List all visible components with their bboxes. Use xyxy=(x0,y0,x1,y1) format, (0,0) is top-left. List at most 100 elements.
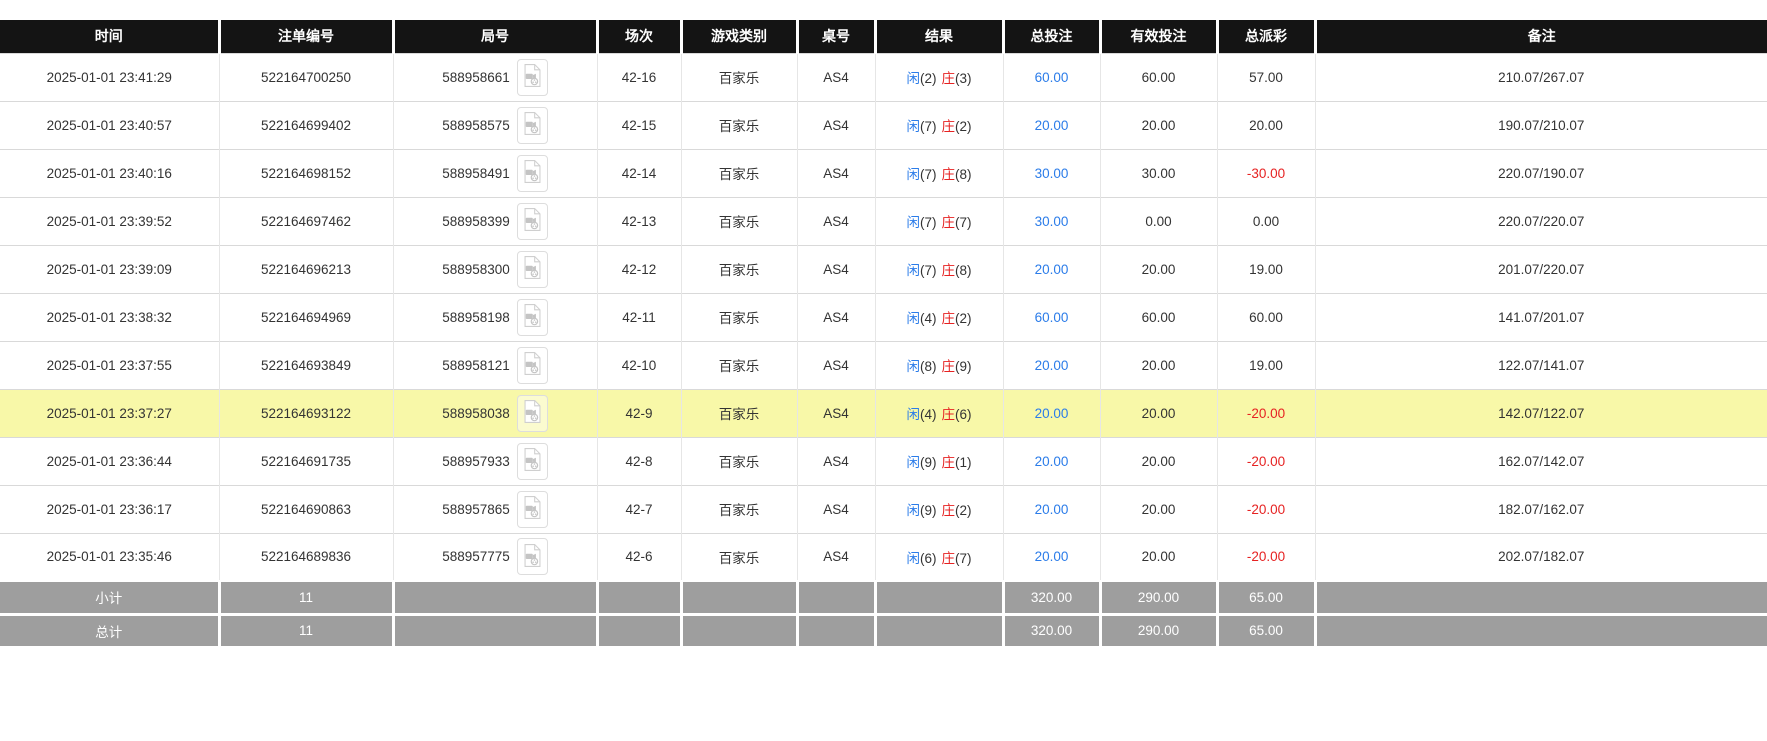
table-row[interactable]: 2025-01-01 23:36:17 522164690863 5889578… xyxy=(0,484,1767,533)
total-row: 总计 11 320.00 290.00 65.00 xyxy=(0,612,1767,649)
col-header-result: 结果 xyxy=(873,20,1003,53)
player-result-label: 闲 xyxy=(906,119,921,134)
table-row[interactable]: 2025-01-01 23:35:46 522164689836 5889577… xyxy=(0,532,1767,582)
remark-cell: 182.07/162.07 xyxy=(1314,484,1767,533)
banker-result-score: (1) xyxy=(955,455,972,470)
table-no-cell: AS4 xyxy=(796,292,875,341)
total-bet-cell: 20.00 xyxy=(1002,100,1100,149)
table-no-cell: AS4 xyxy=(796,436,875,485)
total-bet-cell: 60.00 xyxy=(1002,52,1100,101)
round-id-cell: 588958121 xyxy=(392,340,597,389)
player-result-label: 闲 xyxy=(906,263,921,278)
col-header-time: 时间 xyxy=(0,20,219,53)
bet-id-cell: 522164691735 xyxy=(218,436,393,485)
payout-cell: -20.00 xyxy=(1216,532,1315,582)
time-cell: 2025-01-01 23:37:55 xyxy=(0,340,219,389)
table-row[interactable]: 2025-01-01 23:41:29 522164700250 5889586… xyxy=(0,52,1767,101)
session-cell: 42-6 xyxy=(596,532,681,582)
valid-bet-cell: 20.00 xyxy=(1099,388,1217,437)
video-file-icon xyxy=(522,159,543,187)
table-row[interactable]: 2025-01-01 23:39:52 522164697462 5889583… xyxy=(0,196,1767,245)
col-header-remark: 备注 xyxy=(1313,20,1767,53)
table-row[interactable]: 2025-01-01 23:37:27 522164693122 5889580… xyxy=(0,388,1767,437)
video-replay-button[interactable] xyxy=(516,250,548,288)
result-cell: 闲(2) 庄(3) xyxy=(874,52,1003,101)
video-file-icon xyxy=(522,111,543,139)
banker-result-score: (8) xyxy=(955,167,972,182)
valid-bet-cell: 20.00 xyxy=(1099,100,1217,149)
player-result-label: 闲 xyxy=(906,359,921,374)
banker-result-score: (9) xyxy=(955,359,972,374)
total-bet-cell: 30.00 xyxy=(1002,148,1100,197)
total-count: 11 xyxy=(217,612,393,649)
table-header: 时间 注单编号 局号 场次 游戏类别 桌号 结果 总投注 有效投注 总派彩 备注 xyxy=(0,20,1767,53)
subtotal-count: 11 xyxy=(217,580,393,614)
time-cell: 2025-01-01 23:39:09 xyxy=(0,244,219,293)
bet-id-cell: 522164690863 xyxy=(218,484,393,533)
video-replay-button[interactable] xyxy=(516,106,548,144)
total-total-bet: 320.00 xyxy=(1001,612,1100,649)
time-cell: 2025-01-01 23:40:16 xyxy=(0,148,219,197)
bet-id-cell: 522164697462 xyxy=(218,196,393,245)
banker-result-label: 庄 xyxy=(941,455,956,470)
round-id-cell: 588958300 xyxy=(392,244,597,293)
session-cell: 42-12 xyxy=(596,244,681,293)
subtotal-row: 小计 11 320.00 290.00 65.00 xyxy=(0,580,1767,614)
video-file-icon xyxy=(522,207,543,235)
bet-id-cell: 522164693849 xyxy=(218,340,393,389)
payout-cell: 60.00 xyxy=(1216,292,1315,341)
bet-id-cell: 522164700250 xyxy=(218,52,393,101)
video-replay-button[interactable] xyxy=(516,298,548,336)
player-result-label: 闲 xyxy=(906,455,921,470)
payout-cell: 0.00 xyxy=(1216,196,1315,245)
video-replay-button[interactable] xyxy=(516,58,548,96)
subtotal-valid-bet: 290.00 xyxy=(1098,580,1217,614)
table-row[interactable]: 2025-01-01 23:38:32 522164694969 5889581… xyxy=(0,292,1767,341)
round-id-cell: 588957775 xyxy=(392,532,597,582)
player-result-label: 闲 xyxy=(906,167,921,182)
bet-id-cell: 522164689836 xyxy=(218,532,393,582)
game-type-cell: 百家乐 xyxy=(680,292,797,341)
table-no-cell: AS4 xyxy=(796,100,875,149)
player-result-label: 闲 xyxy=(906,407,921,422)
remark-cell: 162.07/142.07 xyxy=(1314,436,1767,485)
table-row[interactable]: 2025-01-01 23:37:55 522164693849 5889581… xyxy=(0,340,1767,389)
bet-records-table: 时间 注单编号 局号 场次 游戏类别 桌号 结果 总投注 有效投注 总派彩 备注… xyxy=(0,20,1767,649)
col-header-valid-bet: 有效投注 xyxy=(1098,20,1217,53)
game-type-cell: 百家乐 xyxy=(680,388,797,437)
player-result-score: (7) xyxy=(920,167,937,182)
video-replay-button[interactable] xyxy=(516,490,548,528)
table-row[interactable]: 2025-01-01 23:40:57 522164699402 5889585… xyxy=(0,100,1767,149)
valid-bet-cell: 20.00 xyxy=(1099,244,1217,293)
payout-cell: 19.00 xyxy=(1216,340,1315,389)
player-result-score: (9) xyxy=(920,455,937,470)
video-replay-button[interactable] xyxy=(516,346,548,384)
video-replay-button[interactable] xyxy=(516,202,548,240)
subtotal-total-bet: 320.00 xyxy=(1001,580,1100,614)
session-cell: 42-11 xyxy=(596,292,681,341)
session-cell: 42-8 xyxy=(596,436,681,485)
time-cell: 2025-01-01 23:39:52 xyxy=(0,196,219,245)
table-row[interactable]: 2025-01-01 23:36:44 522164691735 5889579… xyxy=(0,436,1767,485)
table-row[interactable]: 2025-01-01 23:39:09 522164696213 5889583… xyxy=(0,244,1767,293)
banker-result-score: (3) xyxy=(955,71,972,86)
time-cell: 2025-01-01 23:40:57 xyxy=(0,100,219,149)
result-cell: 闲(7) 庄(8) xyxy=(874,244,1003,293)
session-cell: 42-13 xyxy=(596,196,681,245)
result-cell: 闲(4) 庄(6) xyxy=(874,388,1003,437)
round-id-value: 588958300 xyxy=(442,261,510,277)
video-replay-button[interactable] xyxy=(516,154,548,192)
col-header-table-no: 桌号 xyxy=(795,20,875,53)
bet-id-cell: 522164694969 xyxy=(218,292,393,341)
bet-id-cell: 522164698152 xyxy=(218,148,393,197)
result-cell: 闲(9) 庄(2) xyxy=(874,484,1003,533)
session-cell: 42-16 xyxy=(596,52,681,101)
payout-cell: -30.00 xyxy=(1216,148,1315,197)
video-replay-button[interactable] xyxy=(516,394,548,432)
video-replay-button[interactable] xyxy=(516,538,548,576)
payout-cell: 20.00 xyxy=(1216,100,1315,149)
table-row[interactable]: 2025-01-01 23:40:16 522164698152 5889584… xyxy=(0,148,1767,197)
player-result-label: 闲 xyxy=(906,215,921,230)
remark-cell: 201.07/220.07 xyxy=(1314,244,1767,293)
video-replay-button[interactable] xyxy=(516,442,548,480)
